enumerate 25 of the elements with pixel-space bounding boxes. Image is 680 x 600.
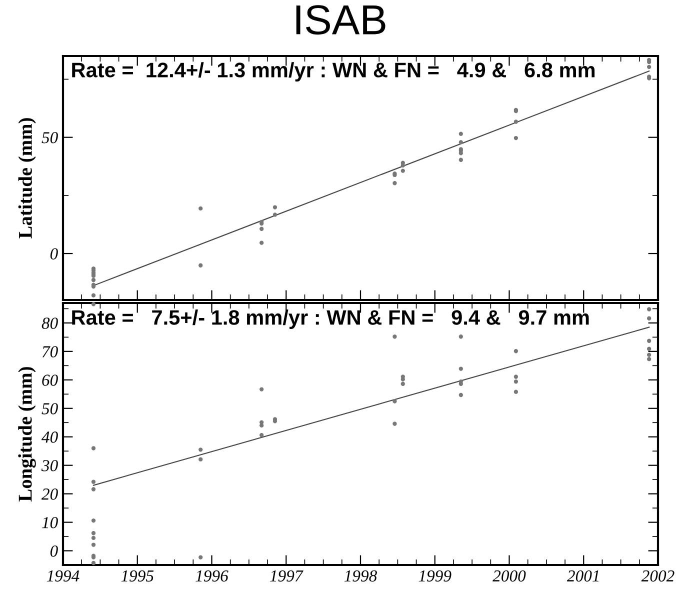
y-tick-label: 40 bbox=[42, 432, 58, 443]
y-tick-label: 0 bbox=[50, 248, 58, 260]
annotation: Rate = 7.5+/- 1.8 mm/yr : WN & FN = 9.4 & 9.7 mm bbox=[72, 310, 589, 329]
y-tick-label: 0 bbox=[50, 545, 58, 557]
x-tick-label: 1994 bbox=[46, 570, 80, 582]
x-tick-label: 1999 bbox=[418, 570, 452, 582]
y-tick-label: 50 bbox=[42, 132, 58, 144]
x-tick-label: 1996 bbox=[196, 570, 228, 582]
y-tick-label: 80 bbox=[42, 318, 58, 329]
y-tick-label: 70 bbox=[42, 346, 58, 358]
x-tick-label: 2002 bbox=[641, 570, 674, 582]
y-tick-label: 10 bbox=[42, 516, 58, 528]
annotation: Rate = 12.4+/- 1.3 mm/yr : WN & FN = 4.9 & 6.8 mm bbox=[72, 62, 595, 82]
chart-title: ISAB bbox=[296, 5, 386, 35]
x-tick-label: 1998 bbox=[344, 570, 377, 582]
y-tick-label: 50 bbox=[42, 403, 58, 414]
y-axis-title: Latitude (mm) bbox=[18, 118, 36, 238]
y-tick-label: 30 bbox=[41, 460, 58, 472]
x-tick-label: 2000 bbox=[492, 570, 526, 582]
x-tick-label: 1995 bbox=[121, 570, 154, 582]
y-tick-label: 20 bbox=[41, 488, 58, 500]
x-tick-label: 2001 bbox=[566, 570, 599, 582]
x-tick-label: 1997 bbox=[270, 570, 304, 582]
y-axis-title: Longitude (mm) bbox=[18, 367, 36, 502]
y-tick-label: 60 bbox=[42, 374, 58, 386]
